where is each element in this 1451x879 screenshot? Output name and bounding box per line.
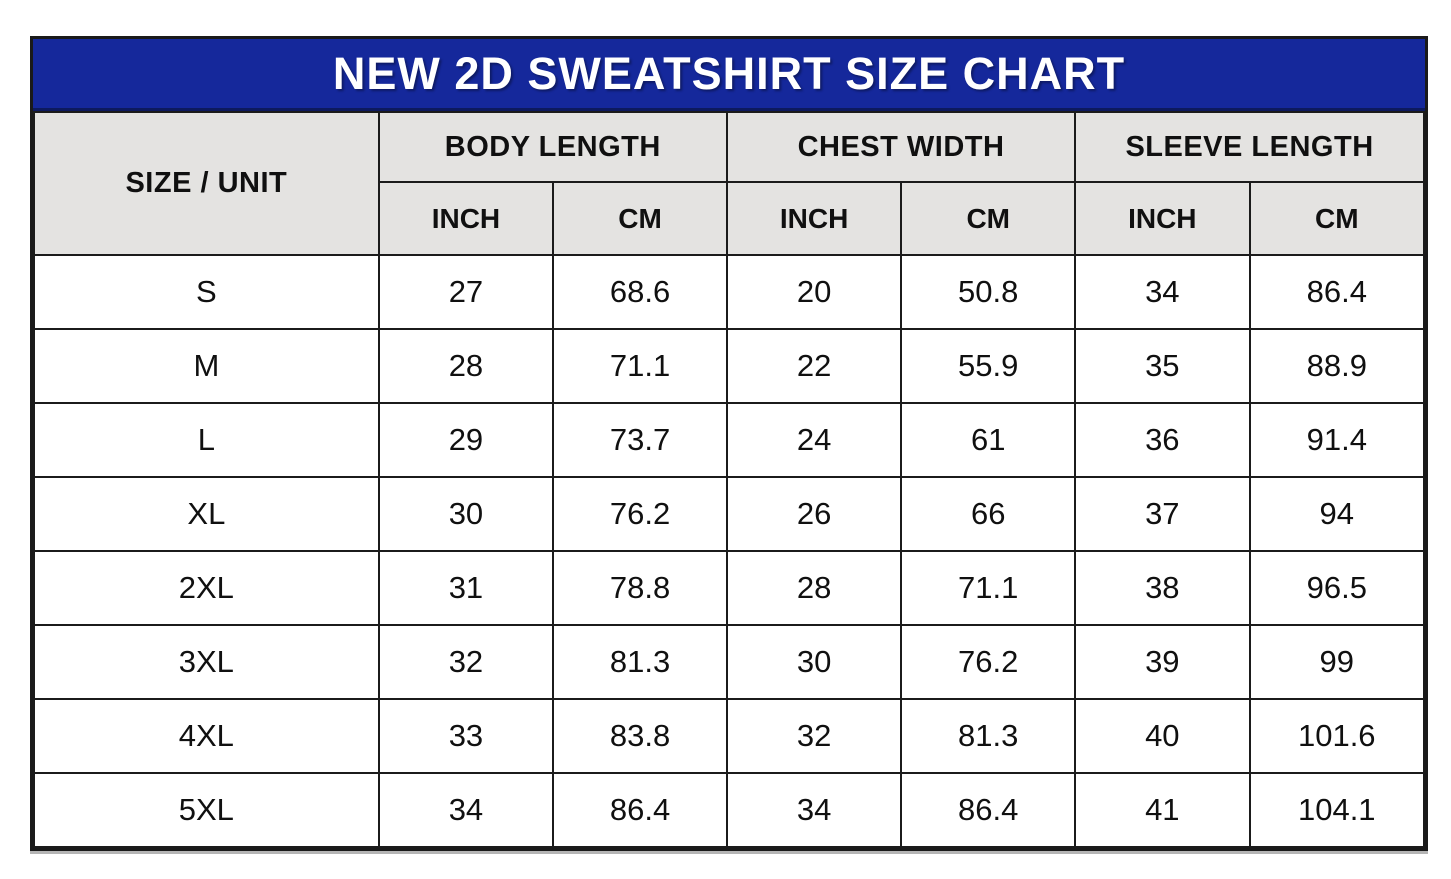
column-group-header-sleeve-length: SLEEVE LENGTH [1074,111,1425,183]
measurement-value: 39 [1074,624,1251,700]
measurement-value: 28 [725,550,903,626]
column-group-header-body-length: BODY LENGTH [377,111,728,183]
measurement-value: 94 [1248,476,1426,552]
table-row: XL 30 76.2 26 66 37 94 [33,476,1426,552]
measurement-value: 99 [1248,624,1426,700]
size-chart-container: NEW 2D SWEATSHIRT SIZE CHART SIZE / UNIT… [30,36,1428,851]
measurement-value: 66 [900,476,1077,552]
measurement-value: 104.1 [1248,772,1426,848]
measurement-value: 35 [1074,328,1251,404]
measurement-value: 36 [1074,402,1251,478]
measurement-value: 37 [1074,476,1251,552]
measurement-value: 26 [725,476,903,552]
measurement-value: 101.6 [1248,698,1426,774]
size-label: 2XL [33,550,380,626]
measurement-value: 86.4 [552,772,728,848]
measurement-value: 30 [377,476,555,552]
measurement-value: 34 [377,772,555,848]
measurement-value: 34 [725,772,903,848]
unit-header: CM [900,181,1077,256]
measurement-value: 38 [1074,550,1251,626]
measurement-value: 27 [377,254,555,330]
measurement-value: 76.2 [900,624,1077,700]
measurement-value: 68.6 [552,254,728,330]
table-row: 2XL 31 78.8 28 71.1 38 96.5 [33,550,1426,626]
size-unit-header: SIZE / UNIT [33,111,380,256]
measurement-value: 31 [377,550,555,626]
table-row: L 29 73.7 24 61 36 91.4 [33,402,1426,478]
table-row: 5XL 34 86.4 34 86.4 41 104.1 [33,772,1426,848]
measurement-value: 78.8 [552,550,728,626]
chart-title: NEW 2D SWEATSHIRT SIZE CHART [332,47,1126,99]
measurement-value: 41 [1074,772,1251,848]
measurement-value: 71.1 [552,328,728,404]
size-table-body: S 27 68.6 20 50.8 34 86.4 M 28 71.1 22 55.9 35 88.9 L 2… [33,254,1426,848]
unit-header: INCH [1074,181,1251,256]
measurement-value: 81.3 [900,698,1077,774]
unit-header-row: INCH CM INCH CM INCH CM [34,181,1426,256]
measurement-value: 32 [725,698,903,774]
measurement-value: 30 [725,624,903,700]
table-row: 4XL 33 83.8 32 81.3 40 101.6 [33,698,1426,774]
measurement-value: 61 [900,402,1077,478]
measurement-value: 86.4 [1248,254,1426,330]
table-row: M 28 71.1 22 55.9 35 88.9 [33,328,1426,404]
size-label: XL [33,476,380,552]
measurement-value: 33 [377,698,555,774]
measurement-value: 81.3 [552,624,728,700]
measurement-value: 71.1 [900,550,1077,626]
size-label: L [33,402,380,478]
unit-header: CM [1248,181,1426,256]
measurement-value: 20 [725,254,903,330]
size-label: 5XL [33,772,380,848]
size-label: M [33,328,380,404]
measurement-value: 24 [725,402,903,478]
size-label: S [33,254,380,330]
measurement-value: 76.2 [552,476,728,552]
measurement-value: 55.9 [900,328,1077,404]
unit-header: CM [552,181,728,256]
group-header-row: SIZE / UNIT BODY LENGTH CHEST WIDTH SLEE… [33,111,1425,256]
measurement-value: 40 [1074,698,1251,774]
unit-header: INCH [725,181,903,256]
measurement-value: 96.5 [1248,550,1426,626]
column-group-header-chest-width: CHEST WIDTH [725,111,1077,183]
measurement-value: 86.4 [900,772,1077,848]
unit-header: INCH [377,181,555,256]
measurement-value: 83.8 [552,698,728,774]
measurement-value: 73.7 [552,402,728,478]
size-label: 3XL [33,624,380,700]
measurement-value: 91.4 [1248,402,1426,478]
measurement-value: 34 [1074,254,1251,330]
table-row: 3XL 32 81.3 30 76.2 39 99 [33,624,1426,700]
measurement-value: 50.8 [900,254,1077,330]
measurement-value: 29 [377,402,555,478]
measurement-value: 32 [377,624,555,700]
table-row: S 27 68.6 20 50.8 34 86.4 [33,254,1426,330]
size-label: 4XL [33,698,380,774]
measurement-value: 22 [725,328,903,404]
measurement-value: 88.9 [1248,328,1426,404]
title-bar: NEW 2D SWEATSHIRT SIZE CHART [33,39,1425,111]
measurement-value: 28 [377,328,555,404]
size-table: SIZE / UNIT BODY LENGTH CHEST WIDTH SLEE… [33,111,1426,848]
